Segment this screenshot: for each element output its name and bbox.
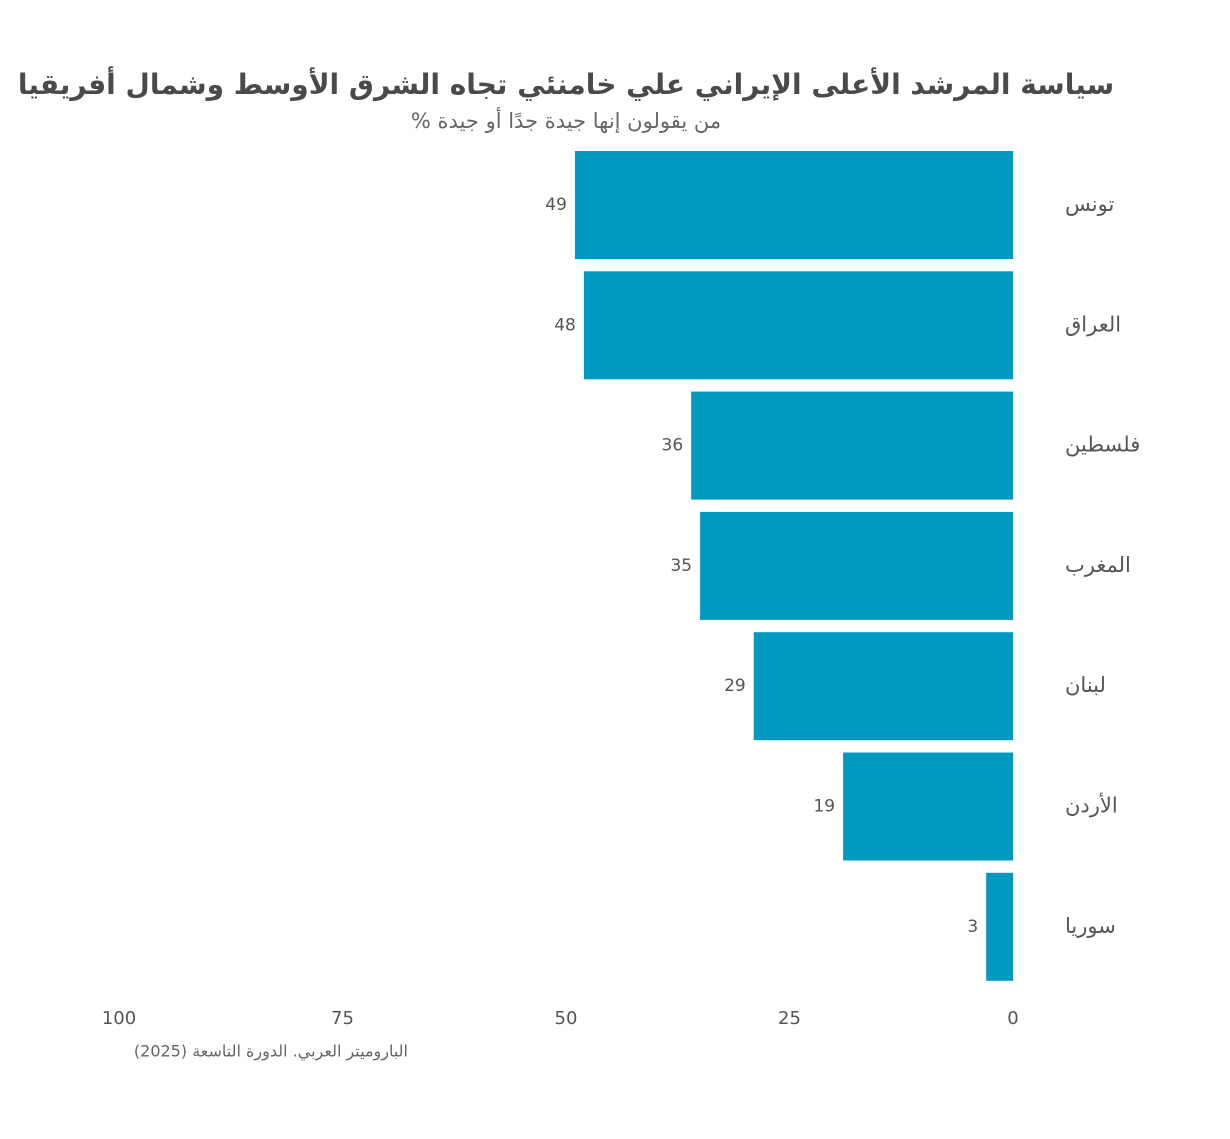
category-label: لبنان (1065, 673, 1106, 697)
value-label: 36 (662, 436, 684, 456)
category-label: سوريا (1065, 914, 1116, 938)
value-label: 35 (670, 556, 692, 576)
value-label: 3 (967, 917, 978, 937)
bar (583, 271, 1013, 380)
bar (700, 511, 1013, 620)
x-tick-label: 50 (555, 1008, 578, 1029)
category-label: العراق (1065, 312, 1121, 336)
x-tick-label: 75 (331, 1008, 354, 1029)
category-label: فلسطين (1065, 433, 1140, 457)
value-label: 48 (554, 315, 576, 335)
value-label: 29 (724, 676, 746, 696)
bar (843, 752, 1013, 861)
bar (986, 872, 1013, 981)
value-label: 19 (813, 797, 835, 817)
bar (574, 151, 1013, 259)
chart-subtitle: % من يقولون إنها جيدة جدًا أو جيدة (411, 107, 721, 134)
x-tick-label: 100 (102, 1008, 136, 1029)
category-label: الأردن (1065, 793, 1118, 818)
value-label: 49 (545, 195, 567, 215)
bar (691, 391, 1013, 500)
x-tick-label: 0 (1007, 1008, 1018, 1029)
chart-title: سياسة المرشد الأعلى الإيراني علي خامنئي … (18, 66, 1114, 101)
bar (753, 632, 1013, 741)
category-label: المغرب (1065, 553, 1131, 577)
category-label: تونس (1065, 192, 1114, 216)
source-note: الباروميتر العربي. الدورة التاسعة (2025) (134, 1042, 408, 1062)
x-tick-label: 25 (778, 1008, 801, 1029)
